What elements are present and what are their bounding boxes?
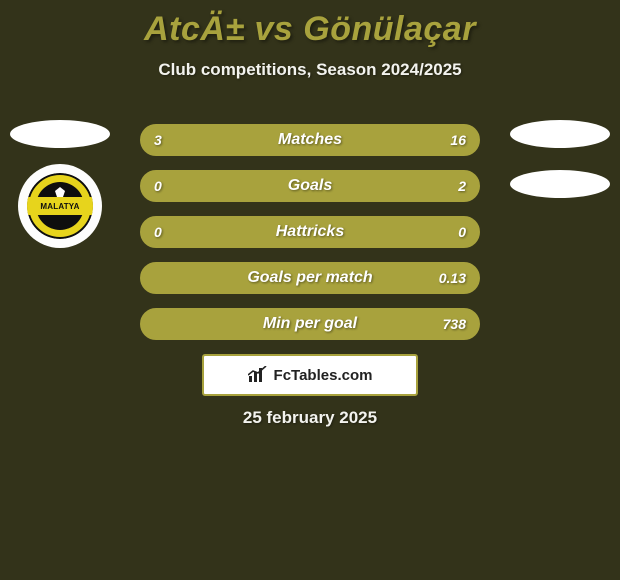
stat-row: Hattricks0 0 <box>140 216 480 248</box>
stat-label: Matches <box>142 131 478 149</box>
crest-inner: MALATYA <box>27 173 93 239</box>
left-badge-column: MALATYA <box>10 120 110 248</box>
player-badge-right-2 <box>510 170 610 198</box>
stat-value-right: 2 <box>458 178 466 194</box>
stat-label: Hattricks <box>142 223 478 241</box>
stat-value-right: 738 <box>443 316 466 332</box>
stat-row: Goals0 2 <box>140 170 480 202</box>
stat-value-left: 0 <box>154 178 162 194</box>
stat-row: Min per goal738 <box>140 308 480 340</box>
player-badge-left-1 <box>10 120 110 148</box>
crest-band-text: MALATYA <box>27 197 93 215</box>
credit-box: FcTables.com <box>202 354 418 396</box>
stat-label: Goals <box>142 177 478 195</box>
stat-rows: Matches316Goals02Hattricks00Goals per ma… <box>140 124 480 340</box>
page-title: AtcÄ± vs Gönülaçar <box>0 10 620 49</box>
stat-value-right: 16 <box>450 132 466 148</box>
stat-value-right: 0.13 <box>439 270 466 286</box>
stat-label: Min per goal <box>142 315 478 333</box>
infographic-canvas: AtcÄ± vs Gönülaçar Club competitions, Se… <box>0 0 620 580</box>
chart-icon <box>248 366 268 384</box>
right-badge-column <box>510 120 610 198</box>
stat-row: Goals per match0.13 <box>140 262 480 294</box>
infographic-date: 25 february 2025 <box>0 408 620 428</box>
club-crest-left: MALATYA <box>18 164 102 248</box>
credit-label: FcTables.com <box>274 367 373 384</box>
stat-row: Matches3 16 <box>140 124 480 156</box>
stat-value-right: 0 <box>458 224 466 240</box>
stat-label: Goals per match <box>142 269 478 287</box>
player-badge-right-1 <box>510 120 610 148</box>
stat-value-left: 0 <box>154 224 162 240</box>
stat-value-left: 3 <box>154 132 162 148</box>
page-subtitle: Club competitions, Season 2024/2025 <box>0 60 620 80</box>
